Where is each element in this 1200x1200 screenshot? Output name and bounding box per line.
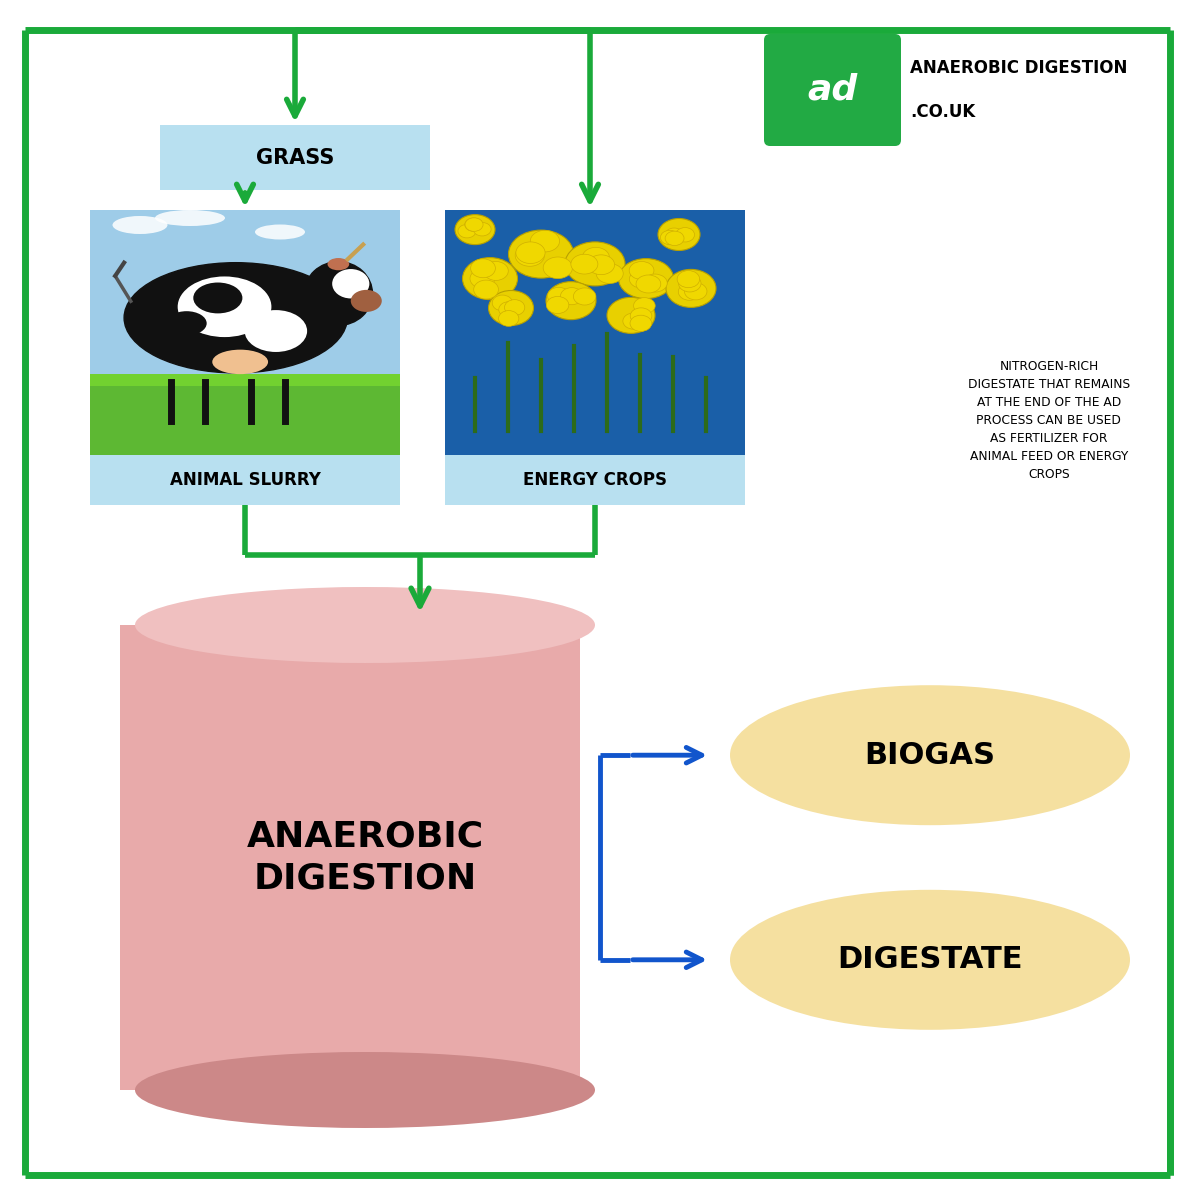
- Ellipse shape: [462, 258, 517, 300]
- Ellipse shape: [136, 587, 595, 662]
- Ellipse shape: [658, 218, 700, 251]
- FancyBboxPatch shape: [160, 125, 430, 190]
- Ellipse shape: [530, 230, 559, 252]
- Ellipse shape: [470, 269, 494, 288]
- Ellipse shape: [623, 313, 644, 329]
- Ellipse shape: [498, 311, 518, 326]
- Ellipse shape: [684, 283, 707, 300]
- Ellipse shape: [193, 282, 242, 313]
- Text: GRASS: GRASS: [256, 148, 334, 168]
- FancyBboxPatch shape: [445, 210, 745, 455]
- FancyBboxPatch shape: [90, 374, 400, 386]
- Ellipse shape: [509, 230, 574, 278]
- Ellipse shape: [634, 298, 655, 314]
- Ellipse shape: [660, 230, 679, 245]
- Ellipse shape: [678, 275, 701, 292]
- Text: DIGESTATE: DIGESTATE: [838, 946, 1022, 974]
- Text: ad: ad: [808, 73, 858, 107]
- Ellipse shape: [574, 288, 596, 305]
- Ellipse shape: [305, 262, 372, 325]
- Ellipse shape: [515, 245, 545, 266]
- Ellipse shape: [560, 288, 583, 305]
- Ellipse shape: [607, 298, 655, 334]
- FancyBboxPatch shape: [764, 34, 901, 146]
- Ellipse shape: [155, 210, 226, 226]
- Ellipse shape: [466, 218, 484, 232]
- Ellipse shape: [504, 300, 524, 316]
- Ellipse shape: [484, 262, 509, 281]
- Text: NITROGEN-RICH
DIGESTATE THAT REMAINS
AT THE END OF THE AD
PROCESS CAN BE USED
AS: NITROGEN-RICH DIGESTATE THAT REMAINS AT …: [968, 360, 1130, 480]
- Text: ANAEROBIC
DIGESTION: ANAEROBIC DIGESTION: [246, 820, 484, 895]
- Ellipse shape: [596, 264, 623, 283]
- Ellipse shape: [136, 1052, 595, 1128]
- Ellipse shape: [730, 889, 1130, 1030]
- Ellipse shape: [455, 215, 496, 245]
- Ellipse shape: [328, 258, 349, 270]
- Ellipse shape: [547, 287, 570, 305]
- Ellipse shape: [636, 275, 661, 293]
- Ellipse shape: [350, 290, 382, 312]
- FancyBboxPatch shape: [90, 210, 400, 377]
- Ellipse shape: [516, 242, 545, 264]
- Ellipse shape: [676, 228, 695, 242]
- Ellipse shape: [665, 232, 684, 246]
- Ellipse shape: [630, 316, 652, 331]
- Ellipse shape: [666, 270, 716, 307]
- Ellipse shape: [677, 270, 700, 288]
- Ellipse shape: [618, 258, 673, 299]
- Text: ANIMAL SLURRY: ANIMAL SLURRY: [169, 470, 320, 490]
- Ellipse shape: [665, 228, 684, 242]
- Ellipse shape: [730, 685, 1130, 826]
- Ellipse shape: [630, 308, 652, 324]
- Ellipse shape: [582, 247, 610, 268]
- Ellipse shape: [474, 280, 498, 299]
- Ellipse shape: [588, 254, 614, 275]
- Ellipse shape: [124, 263, 347, 373]
- Ellipse shape: [629, 262, 654, 280]
- Ellipse shape: [678, 283, 701, 300]
- FancyBboxPatch shape: [445, 455, 745, 505]
- Ellipse shape: [642, 274, 667, 292]
- Ellipse shape: [630, 270, 654, 288]
- Text: ENERGY CROPS: ENERGY CROPS: [523, 470, 667, 490]
- Ellipse shape: [488, 290, 534, 325]
- Ellipse shape: [458, 224, 476, 238]
- Text: .CO.UK: .CO.UK: [910, 103, 976, 121]
- Ellipse shape: [499, 301, 520, 318]
- Ellipse shape: [178, 276, 271, 337]
- Ellipse shape: [565, 242, 625, 286]
- Ellipse shape: [470, 259, 496, 277]
- Ellipse shape: [212, 349, 268, 374]
- FancyBboxPatch shape: [120, 625, 580, 1090]
- Ellipse shape: [544, 257, 572, 278]
- Text: BIOGAS: BIOGAS: [864, 740, 996, 769]
- FancyBboxPatch shape: [90, 455, 400, 505]
- Ellipse shape: [113, 216, 168, 234]
- Ellipse shape: [464, 218, 482, 232]
- Ellipse shape: [332, 269, 370, 299]
- FancyBboxPatch shape: [90, 210, 400, 455]
- Ellipse shape: [256, 224, 305, 240]
- Text: ANAEROBIC DIGESTION: ANAEROBIC DIGESTION: [910, 59, 1127, 77]
- FancyBboxPatch shape: [90, 382, 400, 455]
- Ellipse shape: [245, 310, 307, 352]
- Ellipse shape: [546, 296, 569, 313]
- Ellipse shape: [473, 222, 491, 236]
- Ellipse shape: [571, 254, 598, 274]
- Ellipse shape: [167, 311, 206, 336]
- Ellipse shape: [546, 282, 596, 319]
- Ellipse shape: [492, 295, 512, 311]
